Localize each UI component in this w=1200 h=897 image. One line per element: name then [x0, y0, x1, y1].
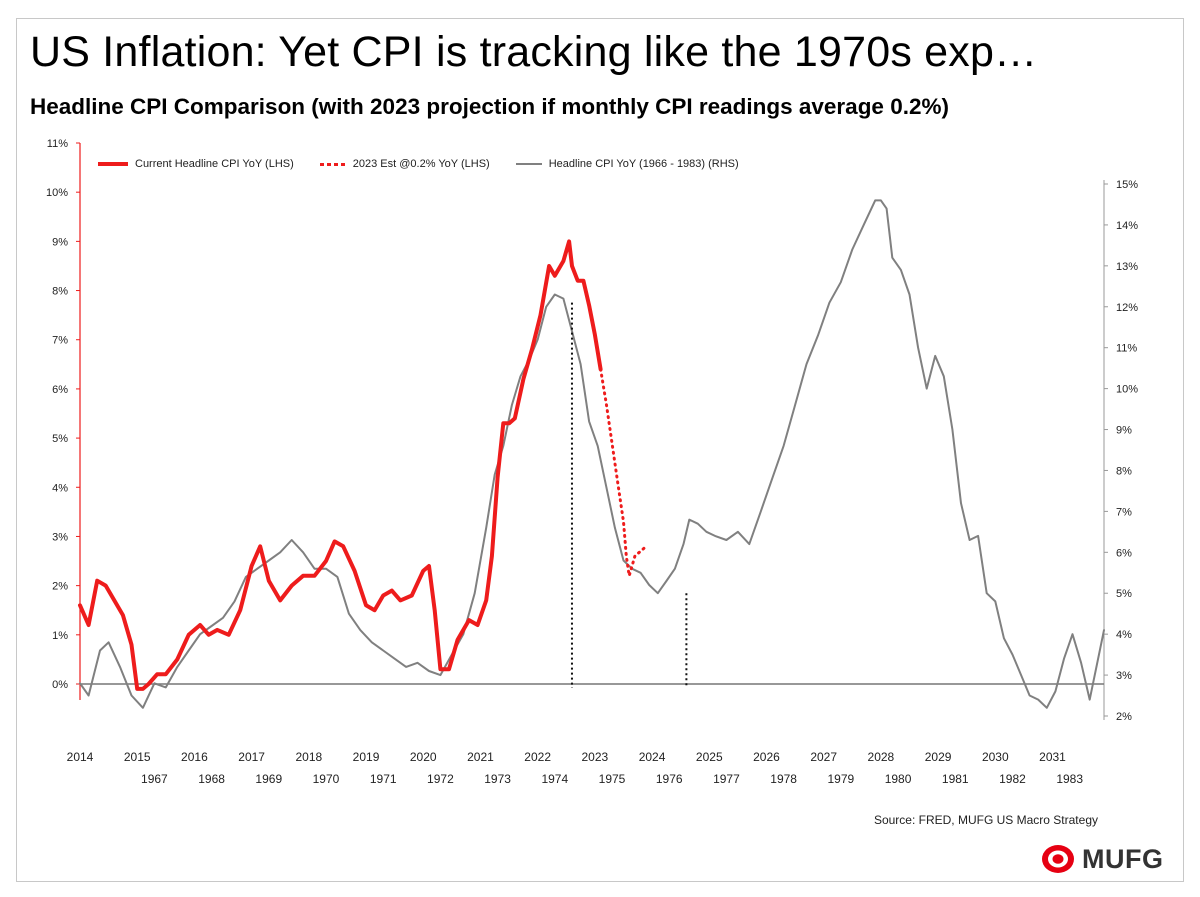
x-tick-label-bottom: 1972	[427, 772, 454, 786]
x-tick-label-top: 2027	[810, 750, 837, 764]
x-tick-label-bottom: 1975	[599, 772, 626, 786]
series-line-estimate	[599, 367, 648, 578]
x-tick-label-bottom: 1968	[198, 772, 225, 786]
left-tick-label: 1%	[52, 630, 68, 642]
left-tick-label: 5%	[52, 433, 68, 445]
mufg-logo: MUFG	[1040, 842, 1163, 876]
right-tick-label: 13%	[1116, 261, 1138, 273]
x-tick-label-top: 2017	[238, 750, 265, 764]
x-tick-label-bottom: 1982	[999, 772, 1026, 786]
x-tick-label-bottom: 1974	[541, 772, 568, 786]
x-tick-label-bottom: 1976	[656, 772, 683, 786]
x-tick-label-bottom: 1973	[484, 772, 511, 786]
left-tick-label: 10%	[46, 187, 68, 199]
left-tick-label: 11%	[47, 138, 68, 150]
left-tick-label: 9%	[52, 236, 68, 248]
x-tick-label-top: 2014	[67, 750, 94, 764]
x-tick-label-top: 2016	[181, 750, 208, 764]
right-tick-label: 11%	[1116, 343, 1137, 355]
right-tick-label: 14%	[1116, 220, 1138, 232]
x-tick-label-bottom: 1971	[370, 772, 397, 786]
x-tick-label-top: 2025	[696, 750, 723, 764]
legend-item-historic: Headline CPI YoY (1966 - 1983) (RHS)	[515, 158, 739, 170]
mufg-logo-text: MUFG	[1082, 843, 1164, 874]
x-tick-label-bottom: 1980	[885, 772, 912, 786]
x-tick-label-top: 2031	[1039, 750, 1066, 764]
x-tick-label-top: 2029	[925, 750, 952, 764]
left-tick-label: 0%	[52, 679, 68, 691]
right-tick-label: 2%	[1116, 711, 1132, 723]
x-tick-label-bottom: 1969	[255, 772, 282, 786]
legend-item-current: Current Headline CPI YoY (LHS)	[98, 158, 294, 170]
legend-swatch-estimate	[319, 162, 346, 166]
legend-label-current: Current Headline CPI YoY (LHS)	[135, 158, 294, 170]
x-tick-label-bottom: 1979	[827, 772, 854, 786]
x-tick-label-top: 2021	[467, 750, 494, 764]
left-tick-label: 4%	[52, 482, 68, 494]
left-tick-label: 8%	[52, 286, 68, 298]
x-tick-label-top: 2015	[124, 750, 151, 764]
x-tick-label-bottom: 1977	[713, 772, 740, 786]
right-tick-label: 4%	[1116, 629, 1132, 641]
right-tick-label: 7%	[1116, 506, 1132, 518]
series-line-current	[78, 239, 603, 691]
right-tick-label: 15%	[1116, 179, 1138, 191]
mufg-logo-icon	[1042, 845, 1074, 873]
x-tick-label-top: 2019	[353, 750, 380, 764]
chart-source: Source: FRED, MUFG US Macro Strategy	[873, 813, 1098, 827]
x-tick-label-top: 2022	[524, 750, 551, 764]
series-line-historic	[79, 199, 1105, 709]
x-tick-label-top: 2020	[410, 750, 437, 764]
left-tick-label: 6%	[52, 384, 68, 396]
right-tick-label: 9%	[1116, 425, 1132, 437]
slide-frame	[16, 18, 1184, 882]
x-tick-label-bottom: 1981	[942, 772, 969, 786]
right-tick-label: 3%	[1116, 670, 1132, 682]
legend-swatch-current	[98, 162, 128, 166]
legend-item-estimate: 2023 Est @0.2% YoY (LHS)	[319, 158, 490, 170]
x-tick-label-top: 2028	[868, 750, 895, 764]
legend-label-estimate: 2023 Est @0.2% YoY (LHS)	[352, 158, 490, 170]
x-tick-label-bottom: 1967	[141, 772, 168, 786]
right-tick-label: 12%	[1116, 302, 1138, 314]
chart-subtitle: Headline CPI Comparison (with 2023 proje…	[30, 94, 949, 119]
x-tick-label-top: 2024	[639, 750, 666, 764]
x-tick-label-bottom: 1983	[1056, 772, 1083, 786]
x-tick-label-bottom: 1970	[313, 772, 340, 786]
right-tick-label: 5%	[1116, 588, 1132, 600]
x-tick-label-top: 2023	[582, 750, 609, 764]
chart-legend: Current Headline CPI YoY (LHS) 2023 Est …	[98, 158, 765, 170]
right-tick-label: 6%	[1116, 547, 1132, 559]
x-tick-label-top: 2026	[753, 750, 780, 764]
legend-swatch-historic	[515, 163, 542, 165]
left-tick-label: 7%	[52, 335, 68, 347]
legend-label-historic: Headline CPI YoY (1966 - 1983) (RHS)	[548, 158, 739, 170]
page-title: US Inflation: Yet CPI is tracking like t…	[30, 28, 1038, 76]
left-tick-label: 2%	[52, 581, 68, 593]
right-tick-label: 10%	[1116, 384, 1138, 396]
x-tick-label-bottom: 1978	[770, 772, 797, 786]
x-tick-label-top: 2030	[982, 750, 1009, 764]
left-tick-label: 3%	[52, 531, 68, 543]
right-tick-label: 8%	[1116, 465, 1132, 477]
x-tick-label-top: 2018	[295, 750, 322, 764]
